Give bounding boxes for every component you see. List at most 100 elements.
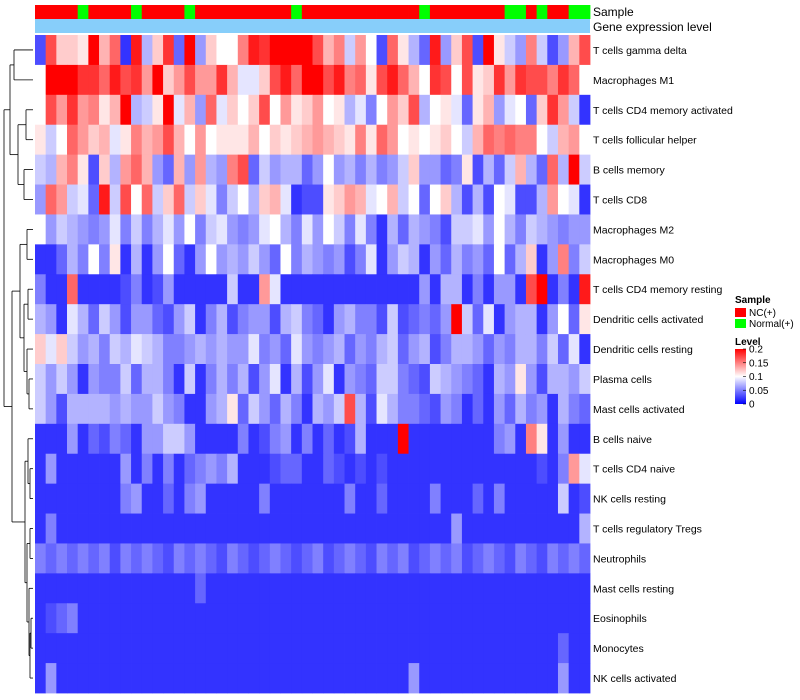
heatmap-cell bbox=[504, 543, 516, 574]
heatmap-cell bbox=[248, 304, 260, 335]
heatmap-cell bbox=[216, 35, 228, 66]
heatmap-cell bbox=[184, 603, 196, 634]
heatmap-cell bbox=[344, 393, 356, 425]
heatmap-cell bbox=[109, 154, 121, 185]
heatmap-cell bbox=[248, 543, 260, 574]
heatmap-cell bbox=[205, 214, 217, 245]
heatmap-cell bbox=[152, 573, 164, 604]
heatmap-cell bbox=[205, 364, 217, 395]
heatmap-cell bbox=[237, 274, 249, 305]
heatmap-cell bbox=[237, 94, 249, 126]
heatmap-cell bbox=[152, 154, 164, 185]
heatmap-cell bbox=[557, 64, 570, 96]
heatmap-cell bbox=[579, 453, 591, 485]
heatmap-cell bbox=[35, 393, 47, 425]
row-label: Macrophages M2 bbox=[593, 224, 674, 236]
heatmap-cell bbox=[99, 184, 111, 215]
heatmap-cell bbox=[579, 543, 591, 574]
heatmap-cell bbox=[387, 423, 399, 455]
heatmap-cell bbox=[131, 304, 143, 335]
heatmap-cell bbox=[344, 124, 356, 156]
legend-nc-label: NC(+) bbox=[749, 308, 776, 319]
heatmap-cell bbox=[216, 124, 228, 156]
heatmap-cell bbox=[301, 35, 313, 66]
heatmap-cell bbox=[376, 543, 388, 574]
heatmap-cell bbox=[163, 214, 175, 245]
heatmap-cell bbox=[237, 184, 249, 215]
heatmap-cell bbox=[419, 483, 431, 514]
heatmap-cell bbox=[88, 483, 100, 514]
heatmap-cell bbox=[493, 573, 506, 604]
heatmap-cell bbox=[547, 274, 559, 305]
heatmap-cell bbox=[77, 214, 89, 245]
heatmap-cell bbox=[237, 633, 249, 664]
heatmap-cell bbox=[173, 483, 185, 514]
heatmap-cell bbox=[515, 603, 527, 634]
heatmap-cell bbox=[88, 244, 100, 275]
heatmap-cell bbox=[557, 543, 570, 574]
row-label: Macrophages M1 bbox=[593, 75, 674, 87]
heatmap-cell bbox=[504, 334, 516, 365]
heatmap-cell bbox=[120, 633, 132, 664]
heatmap-cell bbox=[120, 423, 132, 455]
heatmap-cell bbox=[429, 154, 441, 185]
heatmap-cell bbox=[461, 663, 473, 694]
heatmap-cell bbox=[397, 94, 409, 126]
heatmap-cell bbox=[376, 573, 388, 604]
heatmap-cell bbox=[376, 393, 388, 425]
heatmap-cell bbox=[429, 214, 441, 245]
heatmap-cell bbox=[205, 35, 217, 66]
heatmap-cell bbox=[163, 364, 175, 395]
heatmap-cell bbox=[205, 483, 217, 514]
heatmap-cell bbox=[440, 364, 452, 395]
heatmap-cell bbox=[419, 393, 431, 425]
heatmap-cell bbox=[429, 64, 441, 96]
heatmap-cell bbox=[419, 423, 431, 455]
heatmap-cell bbox=[333, 124, 345, 156]
heatmap-cell bbox=[205, 543, 217, 574]
sample-annotation-cell bbox=[205, 5, 217, 19]
heatmap-cell bbox=[45, 483, 57, 514]
heatmap-cell bbox=[344, 35, 356, 66]
heatmap-cell bbox=[547, 453, 559, 485]
heatmap-cell bbox=[99, 214, 111, 245]
heatmap-cell bbox=[525, 453, 538, 485]
heatmap-cell bbox=[408, 124, 420, 156]
heatmap-cell bbox=[408, 603, 420, 634]
heatmap-cell bbox=[131, 244, 143, 275]
heatmap-cell bbox=[461, 393, 473, 425]
heatmap-cell bbox=[451, 124, 463, 156]
heatmap-cell bbox=[152, 633, 164, 664]
sample-annotation-cell bbox=[259, 5, 271, 19]
heatmap-cell bbox=[355, 154, 367, 185]
heatmap-cell bbox=[227, 663, 239, 694]
heatmap-cell bbox=[387, 64, 399, 96]
heatmap-cell bbox=[451, 663, 463, 694]
heatmap-cell bbox=[493, 633, 506, 664]
heatmap-cell bbox=[259, 274, 271, 305]
heatmap-cell bbox=[131, 334, 143, 365]
heatmap-cell bbox=[419, 663, 431, 694]
heatmap-cell bbox=[557, 154, 570, 185]
heatmap-cell bbox=[493, 423, 506, 455]
sample-annotation-cell bbox=[216, 5, 228, 19]
heatmap-cell bbox=[77, 274, 89, 305]
heatmap-cell bbox=[259, 64, 271, 96]
heatmap-cell bbox=[301, 603, 313, 634]
heatmap-cell bbox=[429, 304, 441, 335]
heatmap-cell bbox=[355, 35, 367, 66]
heatmap-cell bbox=[419, 573, 431, 604]
heatmap-cell bbox=[504, 124, 516, 156]
heatmap-cell bbox=[504, 663, 516, 694]
heatmap-cell bbox=[269, 274, 281, 305]
heatmap-cell bbox=[248, 274, 260, 305]
heatmap-cell bbox=[365, 124, 377, 156]
heatmap-cell bbox=[365, 453, 377, 485]
heatmap-cell bbox=[461, 274, 473, 305]
heatmap-cell bbox=[408, 513, 420, 544]
heatmap-cell bbox=[248, 483, 260, 514]
heatmap-cell bbox=[355, 364, 367, 395]
heatmap-cell bbox=[248, 64, 260, 96]
heatmap-cell bbox=[109, 393, 121, 425]
legend-tick-label: 0.05 bbox=[749, 386, 769, 397]
